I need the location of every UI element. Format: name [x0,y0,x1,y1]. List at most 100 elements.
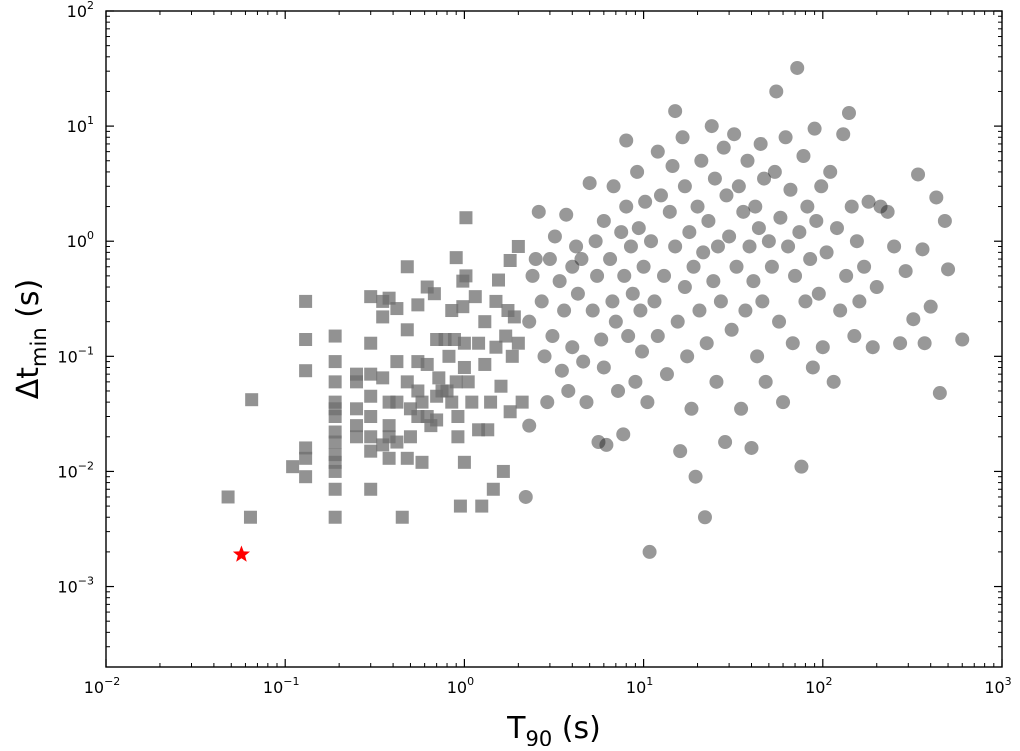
circle-point [554,363,569,378]
square-point [472,336,486,350]
circle-point [751,221,766,236]
circle-point [531,204,546,219]
y-tick-label: 100 [67,229,94,251]
square-point [451,410,465,424]
square-point [299,451,313,465]
circle-point [557,303,572,318]
square-point [400,451,414,465]
circle-point [540,395,555,410]
y-tick-label: 10−2 [57,459,94,481]
circle-point [738,303,753,318]
circle-point [675,130,690,145]
circle-point [955,332,970,347]
circle-point [710,239,725,254]
circle-point [805,360,820,375]
circle-point [552,274,567,289]
circle-point [767,164,782,179]
circle-point [559,207,574,222]
circle-point [590,268,605,283]
square-point [461,375,475,389]
square-point [400,323,414,337]
circle-point [829,221,844,236]
circle-point [673,444,688,459]
square-point [299,294,313,308]
square-point [515,395,529,409]
square-point [489,340,503,354]
square-point [390,302,404,316]
circle-point [659,367,674,382]
circle-point [608,314,623,329]
circle-point [701,213,716,228]
circle-point [707,171,722,186]
square-point [449,251,463,265]
circle-point [650,144,665,159]
circle-point [833,303,848,318]
circle-point [857,259,872,274]
circle-point [522,418,537,433]
circle-point [662,204,677,219]
circle-point [776,395,791,410]
circle-point [605,294,620,309]
square-point [453,499,467,513]
square-point [350,430,364,444]
circle-point [742,239,757,254]
circle-point [638,194,653,209]
square-point [364,367,378,381]
square-point [376,310,390,324]
square-point [430,413,444,427]
circle-point [722,229,737,244]
square-point [364,482,378,496]
square-point [456,300,470,314]
circle-point [788,268,803,283]
circle-point [839,268,854,283]
circle-point [665,159,680,174]
circle-point [778,130,793,145]
y-axis-label: Δtmin (s) [11,279,51,399]
circle-point [596,360,611,375]
x-tick-label: 103 [984,675,1011,697]
circle-point [565,340,580,355]
square-point [286,460,300,474]
circle-point [937,213,952,228]
circle-point [694,153,709,168]
circle-point [798,294,813,309]
circle-point [803,252,818,267]
circle-point [852,294,867,309]
x-tick-label: 101 [626,675,653,697]
circle-point [783,182,798,197]
circle-point [744,440,759,455]
circle-point [522,314,537,329]
circle-point [746,274,761,289]
square-point [486,482,500,496]
circle-point [565,259,580,274]
square-point [411,384,425,398]
circle-point [713,294,728,309]
circle-point [794,459,809,474]
square-point [481,423,495,437]
y-tick-label: 10−1 [57,344,94,366]
square-point [395,510,409,524]
square-point [328,425,342,439]
circle-point [692,303,707,318]
circle-point [727,127,742,142]
square-point [299,364,313,378]
square-point [328,329,342,343]
circle-point [591,435,606,450]
circle-point [636,259,651,274]
x-tick-label: 100 [447,675,474,697]
square-point [390,395,404,409]
square-point [376,371,390,385]
circle-point [635,344,650,359]
circle-point [815,340,830,355]
circle-point [617,268,632,283]
circle-point [680,349,695,364]
square-point [511,336,525,350]
circle-point [594,332,609,347]
circle-point [534,294,549,309]
circle-point [887,239,902,254]
circle-point [861,194,876,209]
square-point [503,405,517,419]
circle-point [525,268,540,283]
circle-point [915,242,930,257]
circle-point [823,164,838,179]
